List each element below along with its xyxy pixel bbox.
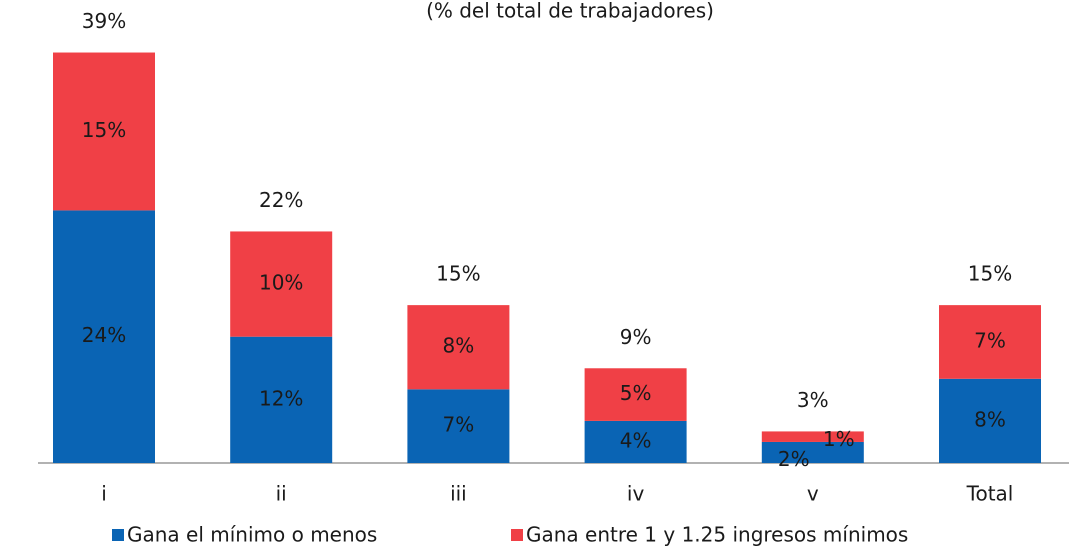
legend-label: Gana entre 1 y 1.25 ingresos mínimos <box>526 523 908 547</box>
total-label: 15% <box>968 262 1012 286</box>
x-tick-label: i <box>101 482 107 506</box>
bar-segment <box>230 231 333 337</box>
x-tick-label: iv <box>627 482 645 506</box>
bar-segment <box>53 210 155 463</box>
total-label: 9% <box>620 325 652 349</box>
data-label: 8% <box>443 334 475 358</box>
data-label: 4% <box>620 428 652 452</box>
data-label: 24% <box>82 323 126 347</box>
data-label: 8% <box>974 407 1006 431</box>
bar-segment <box>761 431 864 442</box>
x-tick-label: ii <box>276 482 287 506</box>
legend-swatch <box>511 529 523 541</box>
data-label: 15% <box>82 118 126 142</box>
data-label: 5% <box>620 381 652 405</box>
bar-segment <box>939 378 1041 463</box>
data-label: 1% <box>823 427 855 451</box>
data-label: 10% <box>259 271 303 295</box>
bar-segment <box>584 368 687 421</box>
total-label: 3% <box>797 388 829 412</box>
bar-segment <box>230 336 333 463</box>
data-label: 12% <box>259 386 303 410</box>
bar-segment <box>761 441 864 463</box>
bar-segment <box>939 305 1041 379</box>
x-tick-label: v <box>807 482 819 506</box>
data-label: 2% <box>778 447 810 471</box>
total-label: 39% <box>82 9 126 33</box>
chart-subtitle: (% del total de trabajadores) <box>426 0 714 23</box>
bar-segment <box>407 305 510 390</box>
data-label: 7% <box>443 413 475 437</box>
total-label: 22% <box>259 188 303 212</box>
x-tick-label: Total <box>966 482 1014 506</box>
legend-label: Gana el mínimo o menos <box>127 523 377 547</box>
legend-swatch <box>112 529 124 541</box>
bar-segment <box>53 52 155 211</box>
x-tick-label: iii <box>450 482 467 506</box>
data-label: 7% <box>974 328 1006 352</box>
bar-segment <box>584 420 687 463</box>
bar-segment <box>407 389 510 463</box>
total-label: 15% <box>436 262 480 286</box>
